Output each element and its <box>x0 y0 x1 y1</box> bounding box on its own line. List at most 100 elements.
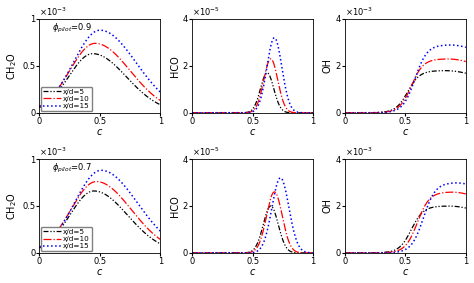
x/d=10 <box>414 222 419 226</box>
Line: x/d=5: x/d=5 <box>192 206 313 253</box>
x/d=5 <box>342 111 348 115</box>
x/d=5 <box>400 98 406 101</box>
Legend: x/d=5, x/d=10, x/d=15: x/d=5, x/d=10, x/d=15 <box>41 227 92 251</box>
x/d=10 <box>308 111 313 115</box>
x/d=15 <box>278 176 283 179</box>
x/d=10 <box>445 57 451 61</box>
x/d=5 <box>441 69 447 72</box>
Line: x/d=5: x/d=5 <box>345 71 466 113</box>
Line: x/d=15: x/d=15 <box>192 178 313 253</box>
X-axis label: $c$: $c$ <box>96 267 103 277</box>
x/d=10 <box>136 217 142 220</box>
x/d=10 <box>441 57 447 61</box>
x/d=10 <box>463 192 469 196</box>
x/d=10 <box>255 245 260 248</box>
x/d=10 <box>93 180 99 183</box>
x/d=5 <box>268 204 273 208</box>
x/d=15 <box>342 251 348 255</box>
Text: $\times$10$^{-3}$: $\times$10$^{-3}$ <box>345 146 373 158</box>
x/d=10 <box>308 251 313 255</box>
x/d=10 <box>136 79 142 83</box>
Text: $\times$10$^{-3}$: $\times$10$^{-3}$ <box>345 6 373 18</box>
x/d=10 <box>255 102 260 105</box>
x/d=10 <box>155 236 161 239</box>
x/d=10 <box>109 186 115 190</box>
x/d=10 <box>36 105 42 108</box>
x/d=10 <box>157 99 163 102</box>
x/d=5 <box>247 110 253 113</box>
x/d=10 <box>94 42 100 45</box>
Text: $\times$10$^{-5}$: $\times$10$^{-5}$ <box>192 146 220 158</box>
x/d=5 <box>109 197 115 201</box>
Y-axis label: CH$_2$O: CH$_2$O <box>6 192 19 220</box>
x/d=15 <box>460 182 466 185</box>
x/d=10 <box>289 110 294 114</box>
x/d=10 <box>268 57 273 61</box>
x/d=5 <box>94 190 100 193</box>
x/d=5 <box>400 243 405 246</box>
x/d=10 <box>400 246 406 249</box>
x/d=5 <box>157 103 163 106</box>
x/d=10 <box>102 182 108 185</box>
x/d=10 <box>247 251 253 254</box>
Line: x/d=15: x/d=15 <box>39 170 160 247</box>
x/d=15 <box>261 82 267 85</box>
x/d=15 <box>441 44 447 47</box>
x/d=15 <box>247 111 253 114</box>
x/d=15 <box>36 105 42 108</box>
x/d=15 <box>189 251 195 255</box>
x/d=15 <box>310 111 316 115</box>
x/d=10 <box>289 246 294 249</box>
x/d=15 <box>400 249 406 252</box>
x/d=15 <box>136 203 142 206</box>
x/d=5 <box>36 246 42 250</box>
x/d=5 <box>261 75 267 78</box>
X-axis label: $c$: $c$ <box>402 267 409 277</box>
x/d=5 <box>408 230 413 233</box>
x/d=5 <box>255 241 260 245</box>
x/d=5 <box>36 106 42 109</box>
x/d=15 <box>454 181 459 185</box>
x/d=5 <box>157 242 163 246</box>
x/d=10 <box>95 180 100 183</box>
x/d=5 <box>310 111 316 115</box>
x/d=15 <box>247 111 253 114</box>
x/d=10 <box>342 111 348 115</box>
x/d=5 <box>155 241 161 244</box>
x/d=15 <box>99 169 104 172</box>
x/d=10 <box>155 97 161 100</box>
x/d=10 <box>400 101 405 105</box>
x/d=5 <box>342 251 348 255</box>
x/d=5 <box>408 85 413 89</box>
Line: x/d=10: x/d=10 <box>39 182 160 247</box>
x/d=10 <box>189 251 195 255</box>
x/d=5 <box>155 102 161 105</box>
Line: x/d=5: x/d=5 <box>39 191 160 248</box>
x/d=5 <box>91 189 97 193</box>
Line: x/d=15: x/d=15 <box>345 45 466 113</box>
x/d=5 <box>90 52 96 55</box>
x/d=5 <box>446 204 452 208</box>
x/d=10 <box>94 180 100 183</box>
x/d=15 <box>94 29 100 33</box>
Line: x/d=10: x/d=10 <box>192 59 313 113</box>
x/d=5 <box>102 56 108 59</box>
x/d=15 <box>414 233 419 237</box>
x/d=5 <box>264 71 270 75</box>
x/d=5 <box>308 111 313 115</box>
x/d=5 <box>463 206 469 210</box>
X-axis label: $c$: $c$ <box>402 127 409 137</box>
Text: $\times$10$^{-5}$: $\times$10$^{-5}$ <box>192 6 220 18</box>
Text: $\times$10$^{-3}$: $\times$10$^{-3}$ <box>39 6 67 18</box>
x/d=15 <box>255 105 260 108</box>
x/d=15 <box>102 29 108 33</box>
x/d=10 <box>460 59 466 63</box>
x/d=5 <box>102 193 108 196</box>
Line: x/d=10: x/d=10 <box>192 192 313 253</box>
x/d=5 <box>94 52 100 56</box>
x/d=15 <box>308 111 313 115</box>
x/d=10 <box>157 238 163 241</box>
Line: x/d=5: x/d=5 <box>192 73 313 113</box>
x/d=15 <box>189 111 195 115</box>
Line: x/d=10: x/d=10 <box>39 43 160 106</box>
